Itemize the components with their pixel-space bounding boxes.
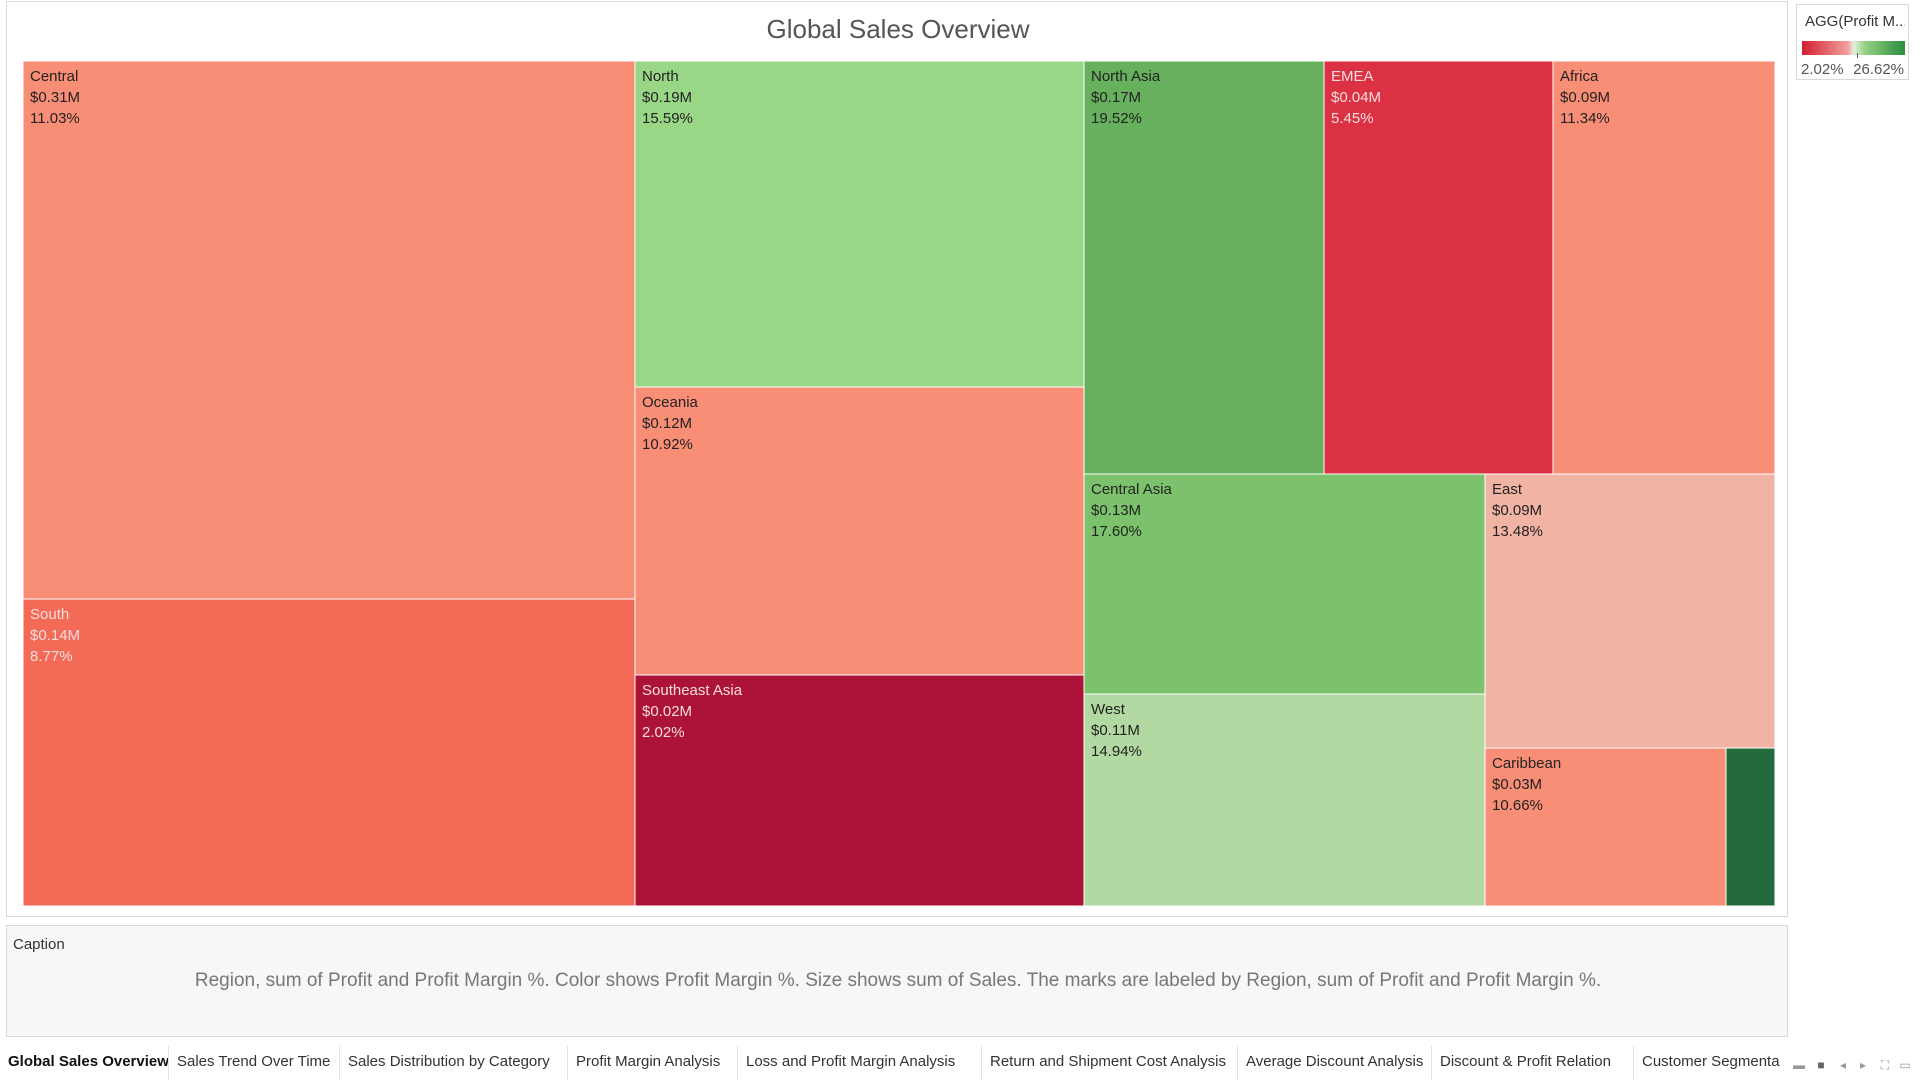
treemap-tile[interactable]: [1725, 747, 1775, 906]
tile-region-label: Oceania: [642, 394, 699, 411]
presentation-mode-icon[interactable]: ▭: [1899, 1058, 1911, 1072]
tile-profit-label: $0.11M: [1091, 722, 1140, 739]
tile-oceania[interactable]: Oceania $0.12M 10.92%: [634, 386, 1085, 676]
tile-profit-label: $0.09M: [1560, 89, 1610, 106]
tile-profit-label: $0.12M: [642, 415, 692, 432]
tab-average-discount-analysis[interactable]: Average Discount Analysis: [1237, 1046, 1431, 1080]
tile-profit-label: $0.17M: [1091, 89, 1141, 106]
tile-profit-label: $0.14M: [30, 627, 80, 644]
tile-margin-label: 11.03%: [30, 110, 80, 127]
tile-margin-label: 8.77%: [30, 648, 73, 665]
treemap-tile[interactable]: [1484, 473, 1775, 749]
tab-return-and-shipment-cost-analysis[interactable]: Return and Shipment Cost Analysis: [981, 1046, 1237, 1080]
tab-discount-profit-relation[interactable]: Discount & Profit Relation: [1431, 1046, 1633, 1080]
tile-profit-label: $0.19M: [642, 89, 692, 106]
tile-region-label: Caribbean: [1492, 755, 1561, 772]
fullscreen-icon[interactable]: ⛶: [1880, 1058, 1890, 1072]
show-filmstrip-icon[interactable]: ▬: [1793, 1058, 1805, 1072]
tile-region-label: East: [1492, 481, 1523, 498]
tile-margin-label: 17.60%: [1091, 523, 1142, 540]
tile-central[interactable]: Central $0.31M 11.03%: [23, 61, 636, 600]
tile-margin-label: 19.52%: [1091, 110, 1142, 127]
treemap-tile[interactable]: [1552, 61, 1775, 475]
treemap-panel: Global Sales Overview Central $0.31M 11.03…: [6, 1, 1788, 917]
legend-tick: [1857, 53, 1858, 58]
tab-global-sales-overview[interactable]: Global Sales Overview: [8, 1053, 168, 1070]
tab-navigation-controls: ▬ ■ ◂ ▸ ⛶ ▭: [1788, 1058, 1918, 1074]
treemap-tile[interactable]: [1484, 747, 1727, 906]
tile-southeast-asia[interactable]: Southeast Asia $0.02M 2.02%: [634, 674, 1085, 906]
tile-region-label: North: [642, 68, 679, 85]
treemap-tile[interactable]: [1083, 693, 1486, 906]
tile-unlabeled[interactable]: [1725, 747, 1775, 906]
tile-margin-label: 10.66%: [1492, 797, 1543, 814]
tile-region-label: Central: [30, 68, 78, 85]
treemap-tile[interactable]: [1323, 61, 1554, 475]
legend-min-label: 2.02%: [1801, 61, 1844, 78]
tile-profit-label: $0.09M: [1492, 502, 1542, 519]
treemap-tile[interactable]: [634, 386, 1085, 676]
legend-max-label: 26.62%: [1853, 61, 1904, 78]
tile-africa[interactable]: Africa $0.09M 11.34%: [1552, 61, 1775, 475]
tile-south[interactable]: South $0.14M 8.77%: [23, 598, 636, 906]
tile-region-label: South: [30, 606, 69, 623]
caption-title: Caption: [13, 936, 65, 953]
tile-region-label: EMEA: [1331, 68, 1374, 85]
tile-margin-label: 11.34%: [1560, 110, 1610, 127]
tile-region-label: Africa: [1560, 68, 1599, 85]
tab-profit-margin-analysis[interactable]: Profit Margin Analysis: [567, 1046, 737, 1080]
treemap-tile[interactable]: [634, 674, 1085, 906]
tile-profit-label: $0.31M: [30, 89, 80, 106]
legend-gradient-bar: [1802, 41, 1905, 55]
tile-profit-label: $0.02M: [642, 703, 692, 720]
sheet-tabs-bar: Global Sales Overview Sales Trend Over T…: [0, 1046, 1920, 1080]
tile-region-label: North Asia: [1091, 68, 1161, 85]
tile-margin-label: 2.02%: [642, 724, 685, 741]
treemap-tile[interactable]: [1083, 473, 1486, 695]
tile-margin-label: 10.92%: [642, 436, 693, 453]
tile-margin-label: 14.94%: [1091, 743, 1142, 760]
tile-emea[interactable]: EMEA $0.04M 5.45%: [1323, 61, 1554, 475]
tile-profit-label: $0.04M: [1331, 89, 1381, 106]
tile-margin-label: 5.45%: [1331, 110, 1374, 127]
next-sheet-icon[interactable]: ▸: [1859, 1058, 1867, 1072]
chart-title: Global Sales Overview: [766, 14, 1030, 44]
tab-sales-trend-over-time[interactable]: Sales Trend Over Time: [168, 1046, 339, 1080]
tab-sales-distribution-by-category[interactable]: Sales Distribution by Category: [339, 1046, 567, 1080]
tile-caribbean[interactable]: Caribbean $0.03M 10.66%: [1484, 747, 1727, 906]
show-tabs-icon[interactable]: ■: [1817, 1058, 1825, 1072]
tile-central-asia[interactable]: Central Asia $0.13M 17.60%: [1083, 473, 1486, 695]
tile-margin-label: 15.59%: [642, 110, 693, 127]
tile-west[interactable]: West $0.11M 14.94%: [1083, 693, 1486, 906]
color-legend[interactable]: AGG(Profit M... 2.02% 26.62%: [1796, 4, 1909, 80]
treemap-tile[interactable]: [23, 598, 636, 906]
legend-title: AGG(Profit M...: [1805, 13, 1905, 30]
previous-sheet-icon[interactable]: ◂: [1839, 1058, 1847, 1072]
tile-region-label: Southeast Asia: [642, 682, 743, 699]
treemap-tile[interactable]: [23, 61, 636, 600]
treemap-chart: Central $0.31M 11.03% South $0.14M 8.77% North…: [23, 61, 1775, 906]
treemap-tile[interactable]: [634, 61, 1085, 388]
tile-east[interactable]: East $0.09M 13.48%: [1484, 473, 1775, 749]
tab-customer-segmentation[interactable]: Customer Segmenta: [1633, 1046, 1780, 1080]
caption-text: Region, sum of Profit and Profit Margin …: [194, 970, 1602, 991]
tile-profit-label: $0.03M: [1492, 776, 1542, 793]
tile-margin-label: 13.48%: [1492, 523, 1543, 540]
tile-north[interactable]: North $0.19M 15.59%: [634, 61, 1085, 388]
caption-panel: Caption Region, sum of Profit and Profit…: [6, 925, 1788, 1037]
tab-loss-and-profit-margin-analysis[interactable]: Loss and Profit Margin Analysis: [737, 1046, 981, 1080]
tile-region-label: West: [1091, 701, 1126, 718]
tile-north-asia[interactable]: North Asia $0.17M 19.52%: [1083, 61, 1325, 475]
tile-region-label: Central Asia: [1091, 481, 1173, 498]
treemap-tile[interactable]: [1083, 61, 1325, 475]
tile-profit-label: $0.13M: [1091, 502, 1141, 519]
